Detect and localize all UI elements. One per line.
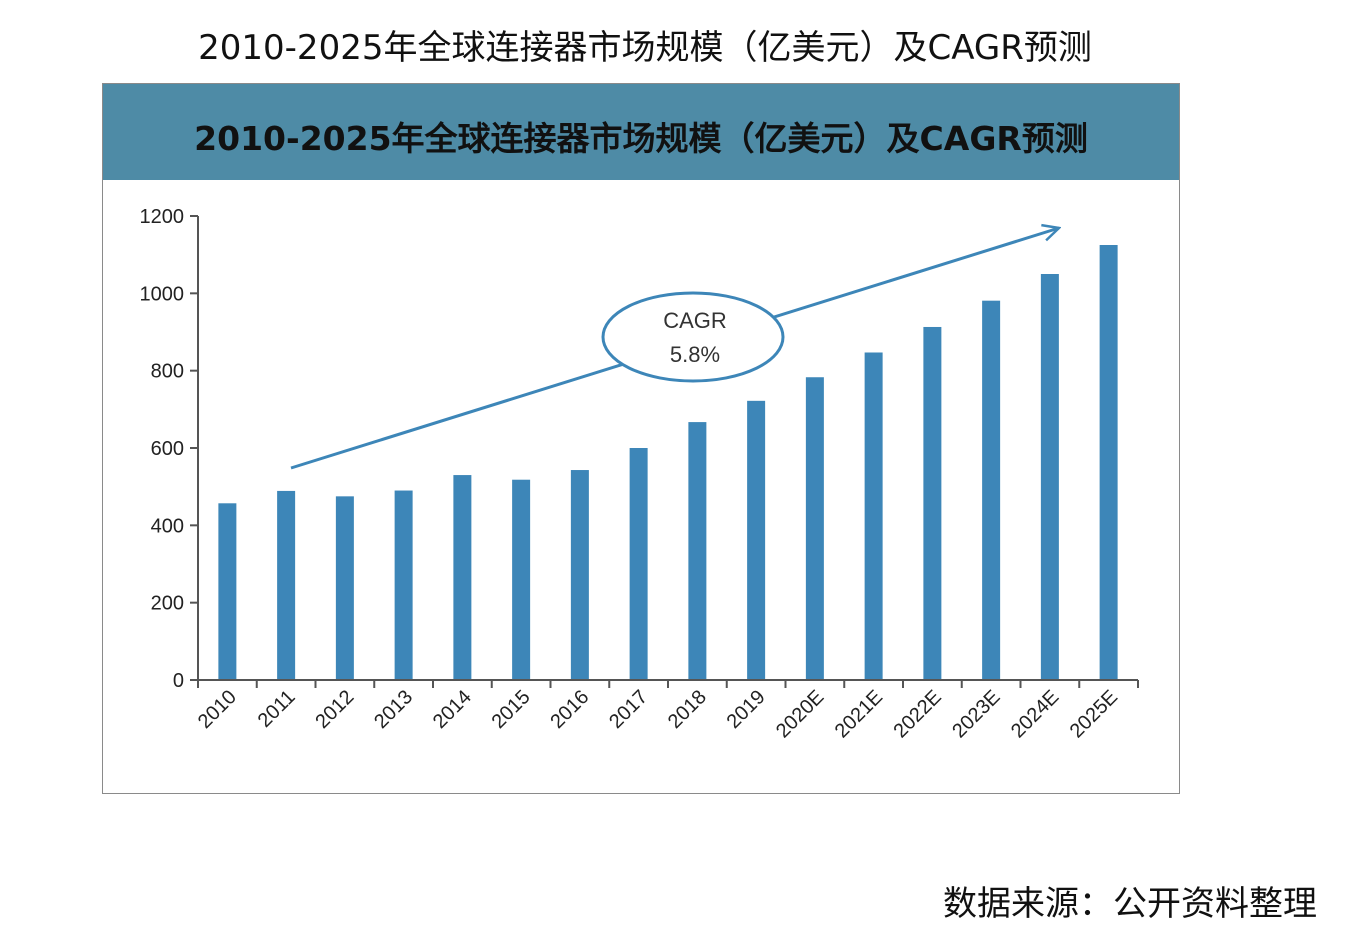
- bar-2021E: [864, 352, 883, 680]
- page-title: 2010-2025年全球连接器市场规模（亿美元）及CAGR预测: [198, 28, 1092, 68]
- x-tick-label: 2020E: [772, 686, 828, 742]
- x-tick-label: 2023E: [948, 686, 1004, 742]
- bar-2022E: [923, 326, 942, 680]
- y-tick-label: 1200: [140, 206, 185, 228]
- x-tick-label: 2014: [429, 686, 476, 733]
- x-tick-label: 2011: [254, 686, 300, 732]
- y-tick-label: 400: [151, 515, 184, 537]
- x-tick-label: 2022E: [889, 686, 945, 742]
- cagr-value: 5.8%: [670, 342, 720, 367]
- x-tick-label: 2012: [311, 686, 358, 733]
- bar-2013: [394, 490, 413, 680]
- x-tick-label: 2024E: [1007, 686, 1063, 742]
- bar-2011: [277, 490, 296, 680]
- y-tick-label: 600: [151, 438, 184, 460]
- bar-2024E: [1040, 274, 1059, 680]
- x-tick-label: 2013: [370, 686, 417, 733]
- x-tick-label: 2021E: [831, 686, 887, 742]
- bar-2015: [512, 479, 531, 680]
- x-tick-label: 2018: [664, 686, 711, 733]
- bar-2023E: [982, 300, 1001, 680]
- cagr-annotation: CAGR 5.8%: [290, 228, 1059, 470]
- bar-2018: [688, 422, 707, 680]
- bar-2020E: [805, 377, 824, 680]
- x-tick-label: 2010: [194, 686, 241, 733]
- x-tick-label: 2019: [723, 686, 770, 733]
- bar-2025E: [1099, 245, 1118, 680]
- y-tick-label: 0: [173, 670, 184, 692]
- x-tick-label: 2016: [546, 686, 593, 733]
- cagr-ellipse: [601, 291, 785, 383]
- bars: [218, 245, 1118, 680]
- bar-2019: [747, 400, 766, 680]
- bar-2017: [629, 448, 648, 680]
- bar-2012: [335, 496, 354, 680]
- chart-title: 2010-2025年全球连接器市场规模（亿美元）及CAGR预测: [194, 119, 1088, 158]
- cagr-label: CAGR: [663, 308, 727, 333]
- source-note: 数据来源：公开资料整理: [943, 884, 1317, 924]
- y-tick-label: 1000: [140, 283, 185, 305]
- x-tick-label: 2025E: [1066, 686, 1122, 742]
- x-tick-label: 2017: [605, 686, 652, 733]
- bar-2010: [218, 503, 237, 680]
- bar-2014: [453, 475, 472, 680]
- x-axis: 2010 2011 2012 2013 2014 2015 2016 2017 2018 2019…: [194, 679, 1139, 742]
- y-tick-label: 200: [151, 593, 184, 615]
- chart-frame: 2010-2025年全球连接器市场规模（亿美元）及CAGR预测 0 200 400 6…: [102, 83, 1180, 794]
- y-axis: 0 200 400 600 800 1000 1200: [140, 206, 199, 692]
- x-tick-label: 2015: [488, 686, 535, 733]
- chart-plot: 0 200 400 600 800 1000 1200 2010 2011 2012 2013 20…: [140, 206, 1139, 742]
- y-tick-label: 800: [151, 361, 184, 383]
- chart-header-band: 2010-2025年全球连接器市场规模（亿美元）及CAGR预测: [103, 84, 1179, 180]
- bar-2016: [570, 470, 589, 680]
